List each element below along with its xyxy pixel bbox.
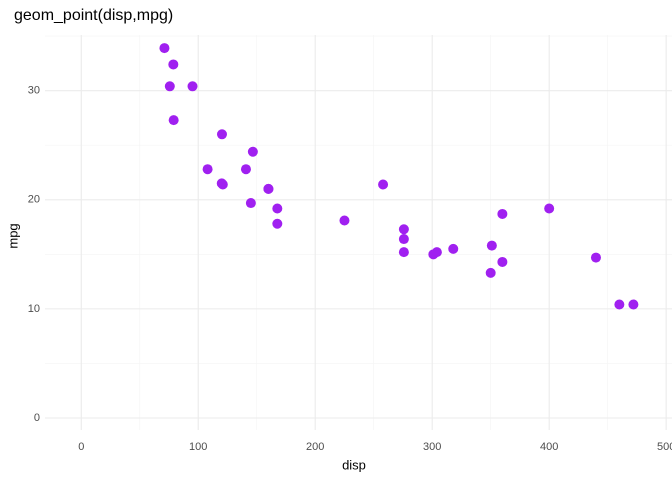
point xyxy=(164,81,175,92)
y-tick-label: 0 xyxy=(34,412,40,424)
point xyxy=(448,243,459,254)
point xyxy=(485,267,496,278)
x-tick-label: 100 xyxy=(189,441,207,453)
point xyxy=(202,164,213,175)
point xyxy=(497,256,508,267)
point xyxy=(187,81,198,92)
point xyxy=(590,252,601,263)
chart-title: geom_point(disp,mpg) xyxy=(14,7,173,24)
point xyxy=(168,59,179,70)
point xyxy=(247,146,258,157)
point xyxy=(168,115,179,126)
y-tick-label: 30 xyxy=(28,85,40,97)
point xyxy=(428,249,439,260)
y-tick-label: 10 xyxy=(28,303,40,315)
point xyxy=(216,129,227,140)
x-tick-label: 300 xyxy=(423,441,441,453)
point xyxy=(398,234,409,245)
x-axis-label: disp xyxy=(342,457,366,472)
point xyxy=(263,183,274,194)
point xyxy=(398,247,409,258)
y-tick-label: 20 xyxy=(28,194,40,206)
x-tick-label: 200 xyxy=(306,441,324,453)
point xyxy=(159,43,170,54)
point xyxy=(614,299,625,310)
point xyxy=(339,215,350,226)
point xyxy=(497,208,508,219)
x-tick-label: 0 xyxy=(78,441,84,453)
point xyxy=(486,240,497,251)
point xyxy=(240,164,251,175)
x-tick-label: 400 xyxy=(540,441,558,453)
y-axis-label: mpg xyxy=(5,223,20,248)
point xyxy=(544,203,555,214)
point xyxy=(628,299,639,310)
x-tick-label: 500 xyxy=(657,441,672,453)
point xyxy=(272,203,283,214)
point xyxy=(272,218,283,229)
point xyxy=(245,198,256,209)
point xyxy=(217,179,228,190)
point xyxy=(398,224,409,235)
point xyxy=(378,179,389,190)
